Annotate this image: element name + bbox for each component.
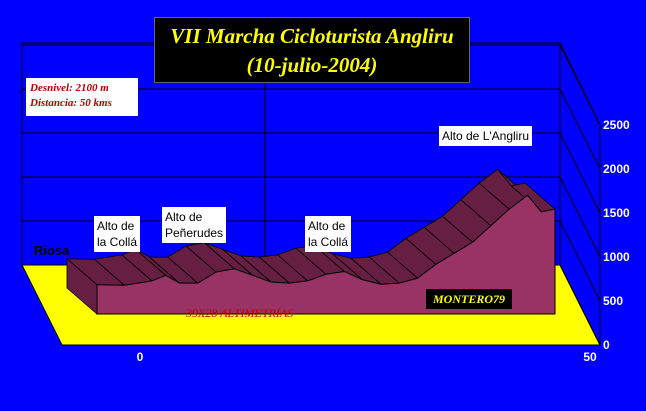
y-axis-ticks: 0 500 1000 1500 2000 2500: [603, 118, 630, 352]
annotation-line: Alto de: [97, 219, 135, 233]
y-tick-label: 2000: [603, 162, 630, 176]
profile-front-face: [96, 194, 556, 315]
start-label: Riosa: [34, 243, 70, 258]
annotation-alto-angliru: Alto de L'Angliru: [439, 126, 533, 146]
y-tick-label: 1500: [603, 206, 630, 220]
y-tick-label: 0: [603, 338, 610, 352]
title-line-1: VII Marcha Cicloturista Angliru: [170, 24, 454, 48]
title-line-2: (10-julio-2004): [246, 53, 378, 77]
desnivel-text: Desnivel: 2100 m: [30, 82, 109, 94]
y-tick-label: 1000: [603, 250, 630, 264]
distancia-text: Distancia: 50 kms: [30, 97, 112, 109]
annotation-line: Peñerudes: [165, 226, 224, 240]
annotation-line: la Collá: [97, 235, 138, 249]
profile-area: [65, 168, 556, 315]
x-axis-ticks: 0 50: [137, 350, 597, 364]
info-box: Desnivel: 2100 m Distancia: 50 kms: [26, 78, 138, 116]
annotation-alto-colla-2: Alto de la Collá: [305, 216, 352, 252]
x-tick-label: 0: [137, 350, 144, 364]
x-tick-label: 50: [583, 350, 597, 364]
annotation-alto-penerudes: Alto de Peñerudes: [162, 207, 227, 243]
annotation-line: Alto de: [165, 210, 203, 224]
annotation-alto-colla-1: Alto de la Collá: [94, 216, 141, 252]
annotation-line: Alto de L'Angliru: [442, 129, 530, 143]
y-tick-label: 2500: [603, 118, 630, 132]
author-tag: MONTERO79: [426, 289, 512, 309]
y-tick-label: 500: [603, 294, 623, 308]
annotation-line: la Collá: [308, 235, 349, 249]
annotation-line: Alto de: [308, 219, 346, 233]
chart-title: VII Marcha Cicloturista Angliru (10-juli…: [154, 17, 470, 83]
credit-text: 39X28 ALTIMETRÍAS: [186, 306, 294, 320]
